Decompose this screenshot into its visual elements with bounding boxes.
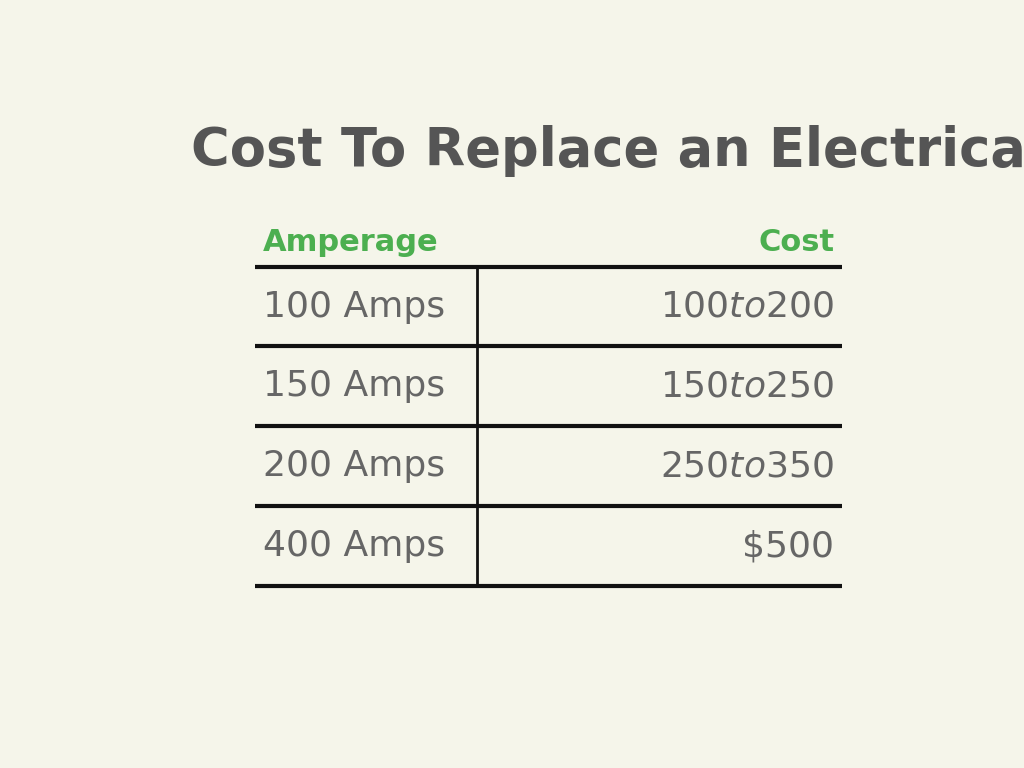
Text: 200 Amps: 200 Amps bbox=[263, 449, 445, 483]
Text: $100 to $200: $100 to $200 bbox=[660, 290, 835, 323]
Text: Cost To Replace an Electrical Panel per Amperage: Cost To Replace an Electrical Panel per … bbox=[191, 125, 1024, 177]
Text: Amperage: Amperage bbox=[263, 228, 438, 257]
Text: Cost: Cost bbox=[758, 228, 835, 257]
Text: $150 to $250: $150 to $250 bbox=[660, 369, 835, 403]
Text: $500: $500 bbox=[742, 529, 835, 563]
Text: 100 Amps: 100 Amps bbox=[263, 290, 445, 323]
Text: 400 Amps: 400 Amps bbox=[263, 529, 445, 563]
Text: $250 to $350: $250 to $350 bbox=[660, 449, 835, 483]
Text: 150 Amps: 150 Amps bbox=[263, 369, 445, 403]
